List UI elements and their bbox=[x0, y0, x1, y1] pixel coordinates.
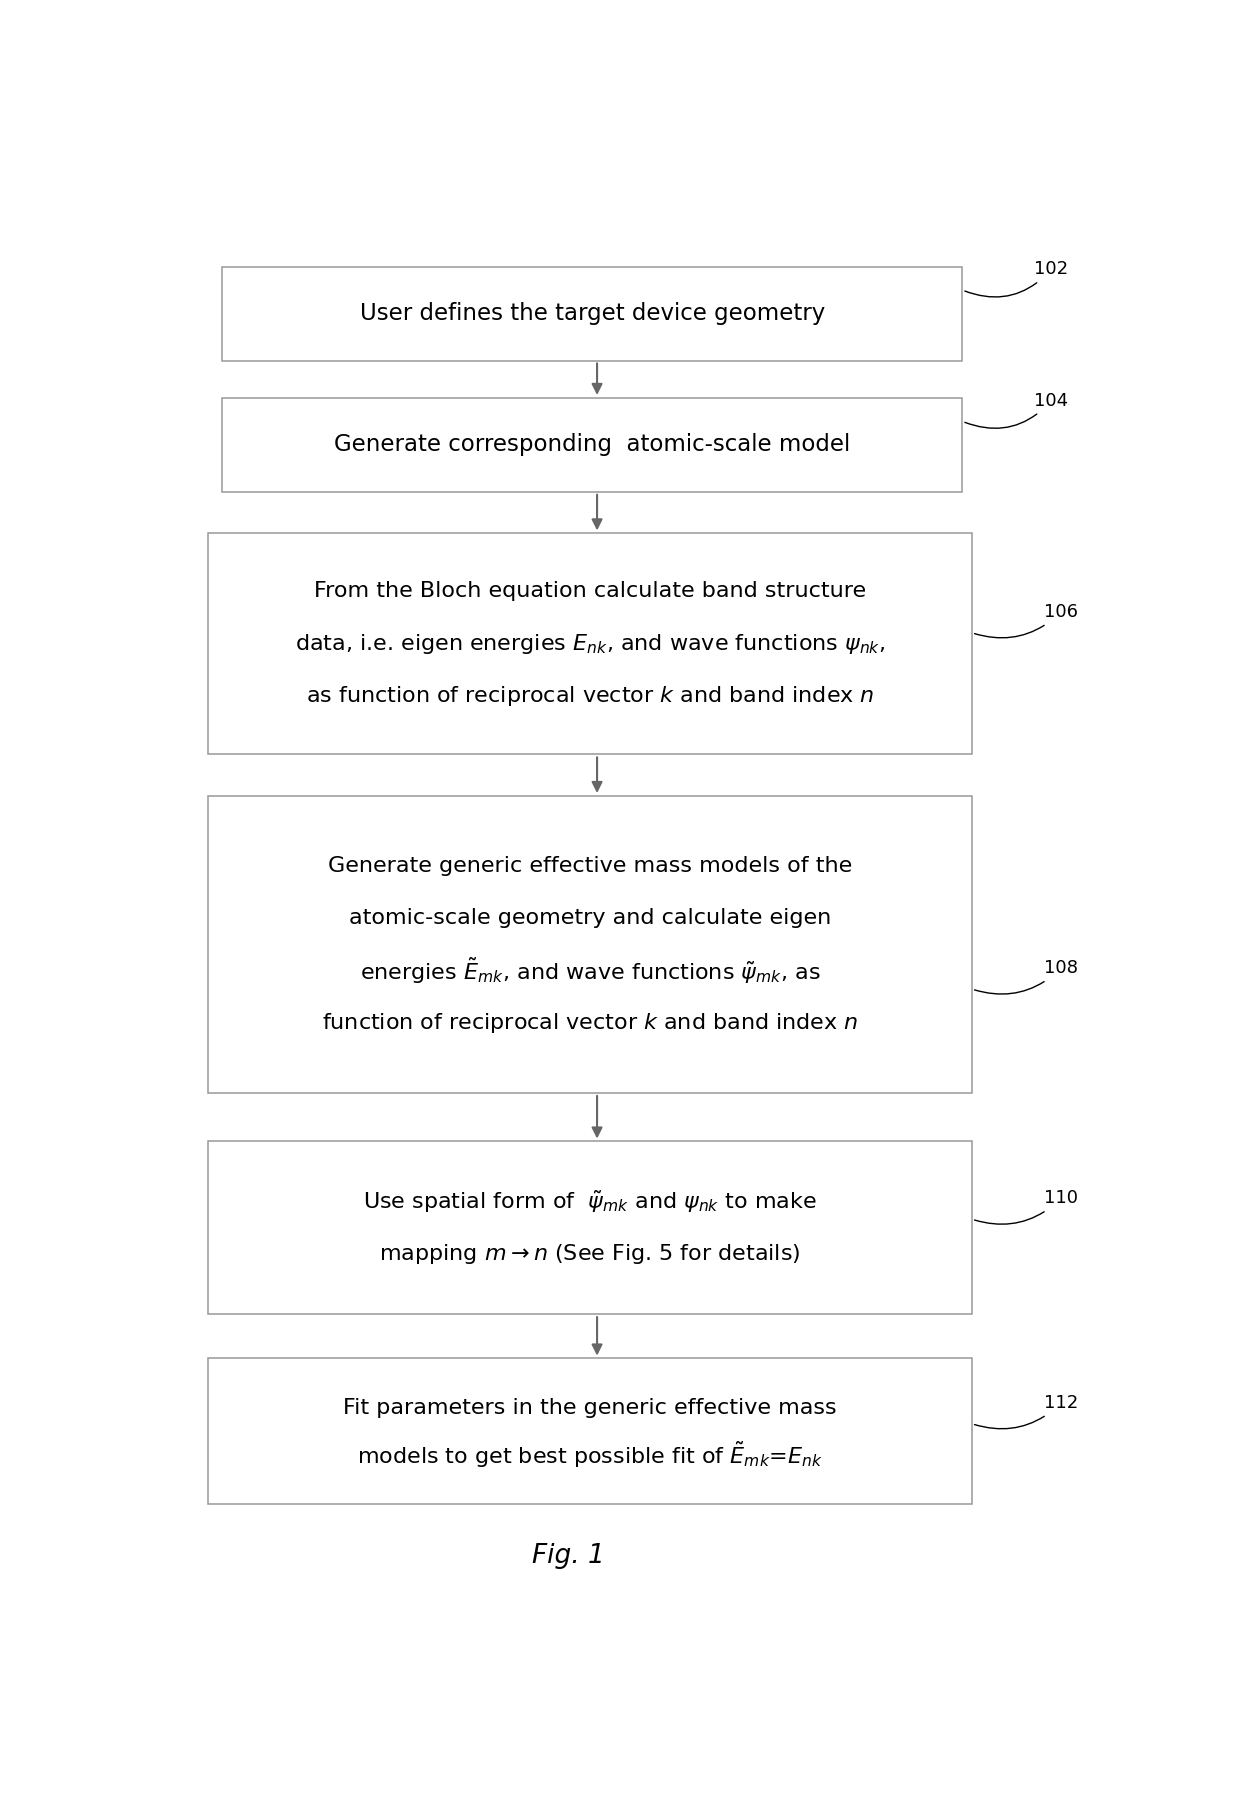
Text: 106: 106 bbox=[975, 603, 1078, 637]
Text: Fig. 1: Fig. 1 bbox=[532, 1544, 605, 1569]
Text: Generate generic effective mass models of the: Generate generic effective mass models o… bbox=[327, 856, 852, 876]
Text: function of reciprocal vector $k$ and band index $n$: function of reciprocal vector $k$ and ba… bbox=[321, 1011, 858, 1036]
FancyBboxPatch shape bbox=[222, 398, 962, 492]
Text: models to get best possible fit of $\tilde{E}_{mk}$=$E_{nk}$: models to get best possible fit of $\til… bbox=[357, 1440, 823, 1470]
Text: User defines the target device geometry: User defines the target device geometry bbox=[360, 302, 825, 325]
Text: Generate corresponding  atomic-scale model: Generate corresponding atomic-scale mode… bbox=[334, 433, 851, 456]
FancyBboxPatch shape bbox=[208, 1142, 972, 1314]
Text: atomic-scale geometry and calculate eigen: atomic-scale geometry and calculate eige… bbox=[348, 908, 831, 928]
FancyBboxPatch shape bbox=[208, 795, 972, 1093]
Text: Use spatial form of  $\tilde{\psi}_{mk}$ and $\psi_{nk}$ to make: Use spatial form of $\tilde{\psi}_{mk}$ … bbox=[363, 1188, 817, 1215]
Text: From the Bloch equation calculate band structure: From the Bloch equation calculate band s… bbox=[314, 582, 866, 601]
FancyBboxPatch shape bbox=[222, 266, 962, 361]
Text: 110: 110 bbox=[975, 1190, 1078, 1224]
Text: Fit parameters in the generic effective mass: Fit parameters in the generic effective … bbox=[343, 1398, 837, 1418]
Text: energies $\tilde{E}_{mk}$, and wave functions $\tilde{\psi}_{mk}$, as: energies $\tilde{E}_{mk}$, and wave func… bbox=[360, 955, 820, 985]
Text: 108: 108 bbox=[975, 959, 1078, 994]
Text: as function of reciprocal vector $k$ and band index $n$: as function of reciprocal vector $k$ and… bbox=[305, 684, 874, 709]
FancyBboxPatch shape bbox=[208, 533, 972, 754]
Text: 112: 112 bbox=[975, 1395, 1078, 1429]
Text: mapping $m\rightarrow n$ (See Fig. 5 for details): mapping $m\rightarrow n$ (See Fig. 5 for… bbox=[379, 1242, 801, 1265]
Text: data, i.e. eigen energies $E_{nk}$, and wave functions $\psi_{nk}$,: data, i.e. eigen energies $E_{nk}$, and … bbox=[295, 632, 885, 655]
FancyBboxPatch shape bbox=[208, 1359, 972, 1504]
Text: 104: 104 bbox=[965, 391, 1069, 429]
Text: 102: 102 bbox=[965, 260, 1069, 296]
